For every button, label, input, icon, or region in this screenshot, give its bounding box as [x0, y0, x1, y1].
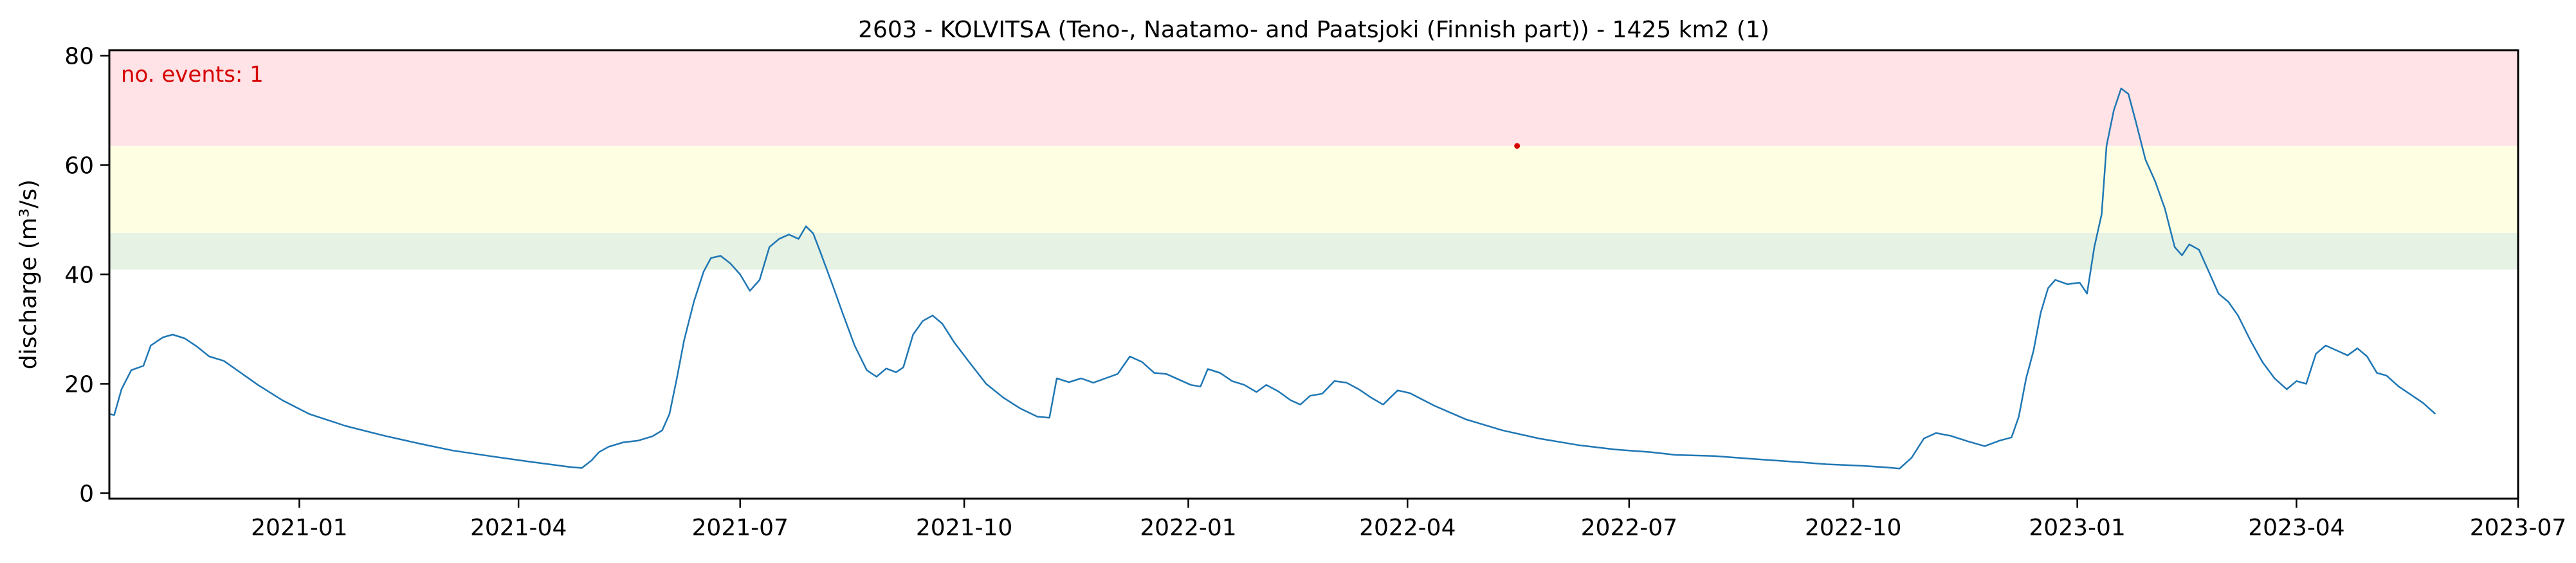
x-tick-label: 2022-10 — [1805, 515, 1901, 541]
chart-title: 2603 - KOLVITSA (Teno-, Naatamo- and Paa… — [858, 17, 1769, 43]
discharge-series-line — [109, 88, 2436, 470]
series-layer — [109, 88, 2436, 470]
x-tick-label: 2021-10 — [916, 515, 1012, 541]
y-tick-label: 20 — [64, 372, 94, 398]
event-marker — [1514, 143, 1521, 149]
x-tick-label: 2021-04 — [470, 515, 567, 541]
x-tick-label: 2022-01 — [1140, 515, 1236, 541]
y-tick-label: 60 — [64, 153, 94, 180]
y-axis: 0 20 40 60 80 — [64, 44, 109, 508]
threshold-band-0 — [109, 232, 2518, 270]
x-tick-label: 2023-04 — [2248, 515, 2344, 541]
threshold-band-1 — [109, 145, 2518, 233]
x-tick-label: 2023-07 — [2470, 515, 2566, 541]
y-tick-label: 0 — [79, 481, 94, 508]
y-tick-label: 80 — [64, 44, 94, 70]
x-axis: 2021-01 2021-04 2021-07 2021-10 2022-01 2022-… — [251, 499, 2566, 541]
y-tick-label: 40 — [64, 263, 94, 289]
threshold-band-2 — [109, 50, 2518, 146]
x-tick-label: 2021-07 — [692, 515, 789, 541]
x-tick-label: 2022-04 — [1359, 515, 1456, 541]
event-marker-layer — [1514, 143, 1521, 149]
x-tick-label: 2023-01 — [2029, 515, 2125, 541]
x-tick-label: 2022-07 — [1581, 515, 1677, 541]
events-annotation: no. events: 1 — [121, 62, 264, 88]
x-tick-label: 2021-01 — [251, 515, 347, 541]
threshold-bands — [109, 50, 2518, 270]
y-axis-label: discharge (m³/s) — [15, 180, 42, 369]
